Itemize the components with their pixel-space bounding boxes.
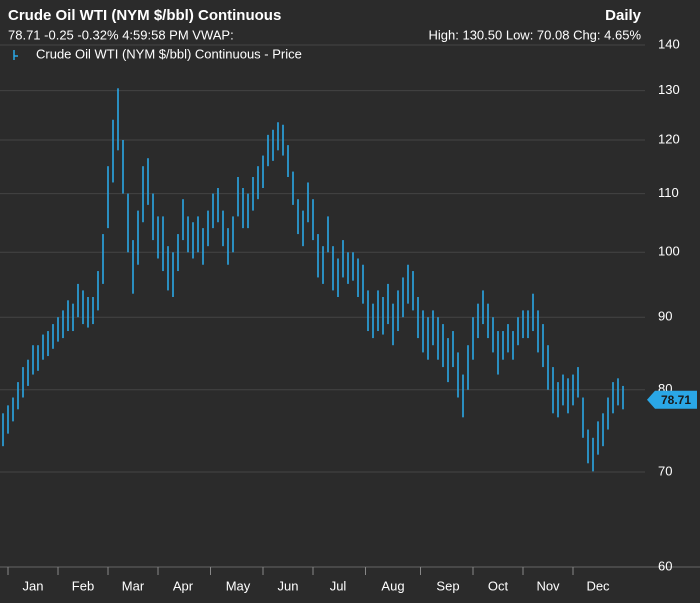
x-tick-label: Dec (586, 578, 610, 593)
y-tick-label: 70 (658, 463, 672, 478)
y-tick-label: 100 (658, 244, 680, 259)
y-tick-label: 90 (658, 309, 672, 324)
legend-label: Crude Oil WTI (NYM $/bbl) Continuous - P… (36, 46, 302, 61)
x-tick-label: Nov (536, 578, 560, 593)
y-tick-label: 60 (658, 558, 672, 573)
plot-area (0, 44, 645, 568)
x-tick-label: Jan (23, 578, 44, 593)
y-tick-label: 110 (658, 185, 679, 200)
period: Daily (605, 7, 642, 24)
y-tick-label: 140 (658, 36, 680, 51)
legend-icon (13, 50, 18, 60)
x-tick-label: Aug (381, 578, 404, 593)
stats: High: 130.50 Low: 70.08 Chg: 4.65% (429, 27, 642, 42)
legend: Crude Oil WTI (NYM $/bbl) Continuous - P… (13, 46, 302, 61)
last-price-label: 78.71 (661, 393, 691, 407)
quote: 78.71 -0.25 -0.32% 4:59:58 PM VWAP: (8, 27, 234, 42)
last-price-tag (647, 390, 697, 409)
x-tick-label: Sep (436, 578, 459, 593)
x-tick-label: Jun (278, 578, 299, 593)
x-tick-label: Apr (173, 578, 194, 593)
x-tick-label: Oct (488, 578, 509, 593)
x-tick-label: Mar (122, 578, 145, 593)
chart-title: Crude Oil WTI (NYM $/bbl) Continuous (8, 7, 281, 24)
x-tick-label: Jul (330, 578, 347, 593)
y-tick-label: 120 (658, 131, 680, 146)
y-tick-label: 130 (658, 82, 680, 97)
x-tick-label: Feb (72, 578, 94, 593)
x-tick-label: May (226, 578, 251, 593)
